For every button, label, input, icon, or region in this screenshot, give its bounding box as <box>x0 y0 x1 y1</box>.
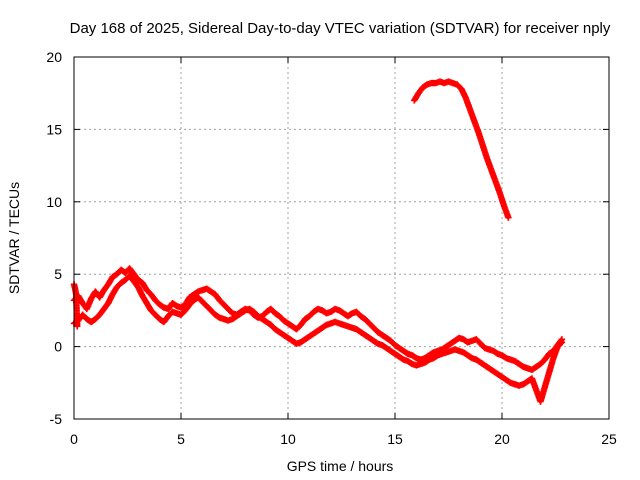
grid-lines <box>74 57 609 419</box>
x-axis-label: GPS time / hours <box>287 458 394 474</box>
data-point-series-3 <box>505 214 512 221</box>
y-tick-label: 0 <box>54 339 62 355</box>
chart-title: Day 168 of 2025, Sidereal Day-to-day VTE… <box>70 20 611 37</box>
data-point-series-4 <box>74 323 81 330</box>
y-tick-label: -5 <box>50 411 63 427</box>
y-tick-label: 5 <box>54 266 62 282</box>
x-tick-label: 15 <box>387 431 403 447</box>
y-tick-label: 10 <box>46 194 62 210</box>
y-axis-label: SDTVAR / TECUs <box>6 182 22 294</box>
x-tick-label: 20 <box>494 431 510 447</box>
x-tick-label: 0 <box>70 431 78 447</box>
plot-frame <box>73 56 610 420</box>
data-point-series-2 <box>558 339 566 346</box>
y-tick-label: 20 <box>46 49 62 65</box>
data-marks <box>70 78 566 405</box>
x-tick-label: 25 <box>601 431 617 447</box>
x-tick-label: 10 <box>280 431 296 447</box>
data-point-series-2 <box>557 340 565 347</box>
y-tick-label: 15 <box>46 121 62 137</box>
x-tick-label: 5 <box>177 431 185 447</box>
axis-ticks: 0 5 10 15 20 25 -5 0 5 10 15 20 <box>46 49 617 447</box>
